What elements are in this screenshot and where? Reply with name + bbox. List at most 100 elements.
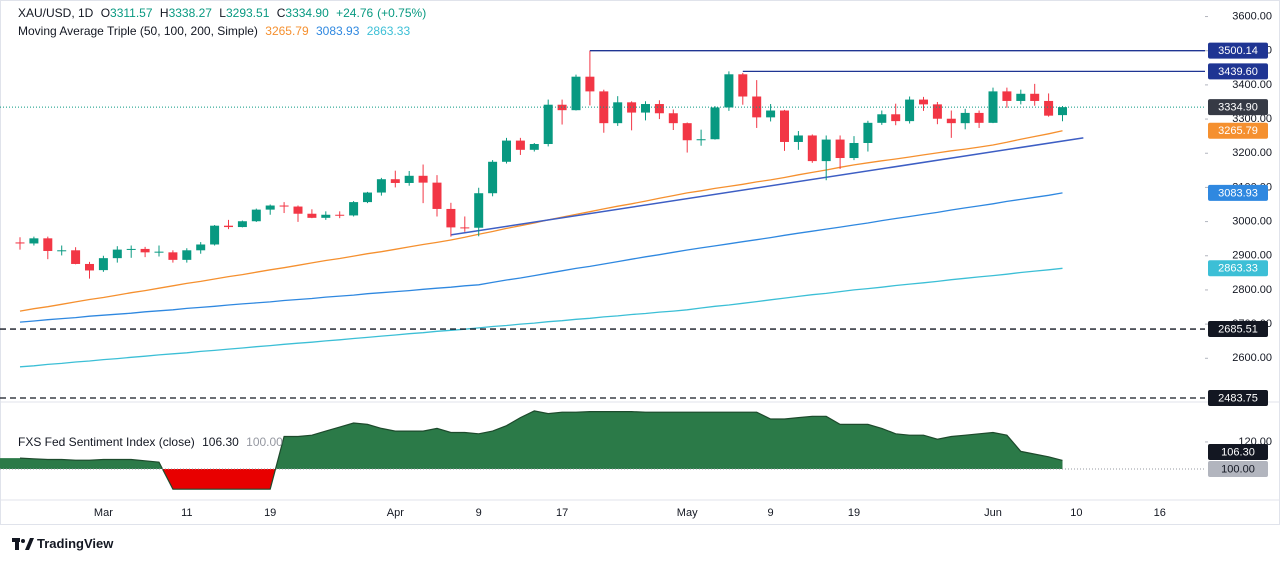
candle-body — [15, 242, 25, 244]
candle-body — [654, 104, 664, 114]
level-label-bg — [1208, 42, 1268, 59]
candle-body — [237, 221, 247, 228]
candle-body — [613, 102, 623, 124]
ma-title: Moving Average Triple (50, 100, 200, Sim… — [18, 24, 258, 38]
high-key: H — [159, 6, 169, 20]
x-tick-label: Mar — [94, 507, 113, 519]
level-label: 3500.14 — [1208, 42, 1268, 59]
candle-body — [432, 182, 442, 209]
candle-body — [321, 214, 331, 218]
x-tick-label: Apr — [387, 507, 404, 519]
candle-body — [960, 112, 970, 124]
ma-label-bg — [1208, 184, 1268, 201]
legend-sentiment: FXS Fed Sentiment Index (close) 106.30 1… — [18, 435, 287, 449]
candle-body — [279, 205, 289, 207]
close-key: C — [276, 6, 286, 20]
candle-body — [946, 118, 956, 124]
y-tick-label: 3000.00 — [1232, 215, 1272, 227]
candle-body — [835, 139, 845, 159]
candle-body — [502, 140, 511, 162]
candle-body — [710, 107, 720, 140]
symbol: XAU/USD, 1D — [18, 6, 94, 20]
candle-body — [738, 74, 748, 97]
candle-body — [668, 113, 678, 124]
level-label-text: 2685.51 — [1218, 323, 1258, 335]
candle-body — [446, 208, 456, 228]
level-label-text: 3500.14 — [1218, 45, 1258, 57]
candle-body — [682, 123, 692, 141]
candle-body — [224, 225, 233, 228]
level-label: 2685.51 — [1208, 321, 1268, 338]
candle-body — [529, 144, 539, 150]
candle-body — [932, 104, 942, 119]
candle-body — [474, 193, 484, 228]
y-tick-label: 3300.00 — [1232, 113, 1272, 125]
low-value: 3293.51 — [225, 6, 270, 20]
close-value: 3334.90 — [285, 6, 329, 20]
candle-body — [418, 175, 428, 183]
high-value: 3338.27 — [168, 6, 212, 20]
sentiment-line — [19, 410, 1063, 490]
candle-body — [196, 244, 206, 251]
candle-body — [376, 179, 386, 193]
candle-body — [1044, 100, 1054, 116]
x-tick-label: May — [677, 507, 698, 519]
candle-body — [390, 179, 400, 183]
candle-body — [57, 250, 67, 252]
sentiment-baseline: 100.00 — [246, 435, 283, 449]
x-tick-label: 11 — [181, 507, 192, 519]
candle-body — [543, 104, 553, 145]
candle-body — [766, 110, 776, 118]
sentiment-area-down — [162, 468, 276, 490]
candle-body — [182, 250, 192, 260]
candle-body — [335, 214, 345, 216]
candle-body — [488, 161, 498, 194]
last-price-label: 3334.90 — [1208, 99, 1268, 116]
candle-body — [71, 250, 81, 264]
candle-body — [349, 202, 359, 216]
x-tick-label: 17 — [556, 507, 568, 519]
ma-label: 3265.79 — [1208, 122, 1268, 139]
candle-body — [307, 213, 317, 218]
trendline — [450, 137, 1084, 236]
ma-label-text: 3265.79 — [1218, 125, 1258, 137]
candle-body — [863, 122, 873, 143]
candle-body — [807, 135, 817, 162]
level-label: 2483.75 — [1208, 390, 1268, 407]
ma-label: 3083.93 — [1208, 184, 1268, 201]
sentiment-value-label-bg — [1208, 443, 1268, 460]
brand-name: TradingView — [37, 536, 114, 551]
change: +24.76 — [336, 6, 374, 20]
candle-body — [210, 225, 220, 245]
sentiment-baseline-label: 100.00 — [1208, 460, 1268, 477]
candle-body — [168, 252, 178, 260]
candle-body — [627, 102, 637, 113]
sentiment-value: 106.30 — [202, 435, 239, 449]
moving-average — [19, 267, 1063, 368]
y-tick-label: 3200.00 — [1232, 147, 1272, 159]
y-tick-label: 2900.00 — [1232, 250, 1272, 262]
legend-price: XAU/USD, 1D O3311.57 H3338.27 L3293.51 C… — [18, 6, 430, 20]
brand: TradingView — [12, 536, 113, 551]
sentiment-baseline-label-bg — [1208, 460, 1268, 477]
last-price-label-text: 3334.90 — [1218, 102, 1258, 114]
x-tick-label: 19 — [264, 507, 276, 519]
candle-body — [460, 227, 470, 229]
ma100-value: 3083.93 — [316, 24, 360, 38]
ma-label-text: 2863.33 — [1218, 263, 1258, 275]
x-tick-label: Jun — [984, 507, 1002, 519]
candle-body — [793, 135, 803, 142]
candle-body — [85, 263, 94, 271]
change-pct: (+0.75%) — [377, 6, 427, 20]
candle-body — [515, 140, 525, 150]
y-tick-label: 2800.00 — [1232, 284, 1272, 296]
sentiment-value-label-text: 106.30 — [1221, 446, 1255, 458]
level-label-bg — [1208, 63, 1268, 80]
sentiment-value-label: 106.30 — [1208, 443, 1268, 460]
sentiment-area-edge — [0, 458, 20, 469]
brand-logo — [12, 537, 34, 550]
ma200-value: 2863.33 — [366, 24, 411, 38]
candle-body — [1002, 91, 1012, 101]
candle-body — [641, 104, 650, 113]
